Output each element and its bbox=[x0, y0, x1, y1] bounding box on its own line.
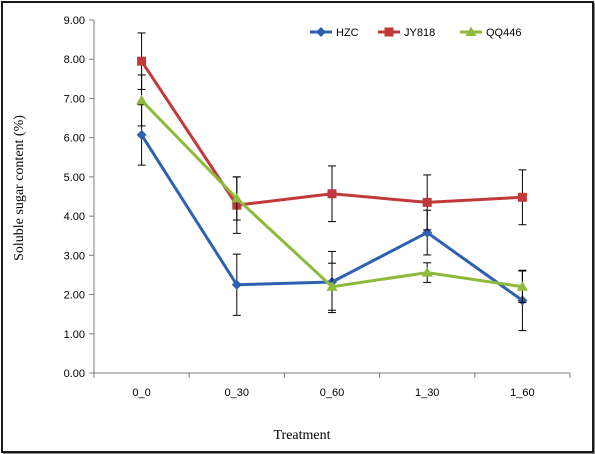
legend-label: HZC bbox=[336, 27, 359, 39]
legend-swatch-marker bbox=[384, 27, 394, 37]
data-point bbox=[421, 267, 433, 277]
axes bbox=[93, 20, 570, 374]
legend-swatch-marker bbox=[465, 26, 477, 36]
legend-item: JY818 bbox=[378, 27, 435, 39]
series-jy818 bbox=[137, 32, 527, 234]
x-tick-label: 1_60 bbox=[510, 387, 534, 399]
x-tick-label: 0_30 bbox=[225, 387, 249, 399]
data-point bbox=[231, 192, 243, 203]
x-tick-label: 1_30 bbox=[415, 387, 439, 399]
x-ticks: 0_0 0_30 0_60 1_30 1_60 bbox=[93, 373, 571, 399]
y-tick-label: 0.00 bbox=[64, 368, 85, 380]
legend-item: QQ446 bbox=[460, 26, 521, 39]
data-point bbox=[137, 56, 147, 66]
data-point bbox=[422, 197, 432, 207]
legend-swatch-marker bbox=[316, 27, 326, 37]
y-tick-label: 2.00 bbox=[64, 290, 85, 302]
x-axis-label: Treatment bbox=[273, 428, 330, 443]
y-tick-label: 9.00 bbox=[64, 15, 85, 27]
data-point bbox=[327, 189, 337, 199]
data-point bbox=[136, 129, 147, 140]
y-axis-label: Soluble sugar content (%) bbox=[12, 115, 27, 261]
legend: HZC JY818 QQ446 bbox=[310, 26, 521, 39]
legend-label: QQ446 bbox=[486, 27, 521, 39]
series-qq446 bbox=[136, 74, 528, 311]
data-point bbox=[517, 192, 527, 202]
data-point bbox=[136, 94, 148, 105]
x-tick-label: 0_60 bbox=[320, 387, 344, 399]
data-point bbox=[231, 279, 242, 290]
y-tick-label: 7.00 bbox=[64, 93, 85, 105]
plot-area bbox=[136, 32, 528, 332]
data-point bbox=[326, 281, 338, 291]
y-tick-label: 6.00 bbox=[64, 133, 85, 145]
y-tick-label: 1.00 bbox=[64, 329, 85, 341]
x-tick-label: 0_0 bbox=[132, 387, 150, 399]
legend-item: HZC bbox=[310, 27, 359, 39]
y-ticks: 0.00 1.00 2.00 3.00 4.00 5.00 6.00 7.00 8.00 9.00 bbox=[64, 15, 94, 380]
data-point bbox=[516, 281, 528, 291]
y-tick-label: 8.00 bbox=[64, 54, 85, 66]
legend-label: JY818 bbox=[404, 27, 435, 39]
y-tick-label: 5.00 bbox=[64, 172, 85, 184]
y-tick-label: 4.00 bbox=[64, 211, 85, 223]
y-tick-label: 3.00 bbox=[64, 250, 85, 262]
